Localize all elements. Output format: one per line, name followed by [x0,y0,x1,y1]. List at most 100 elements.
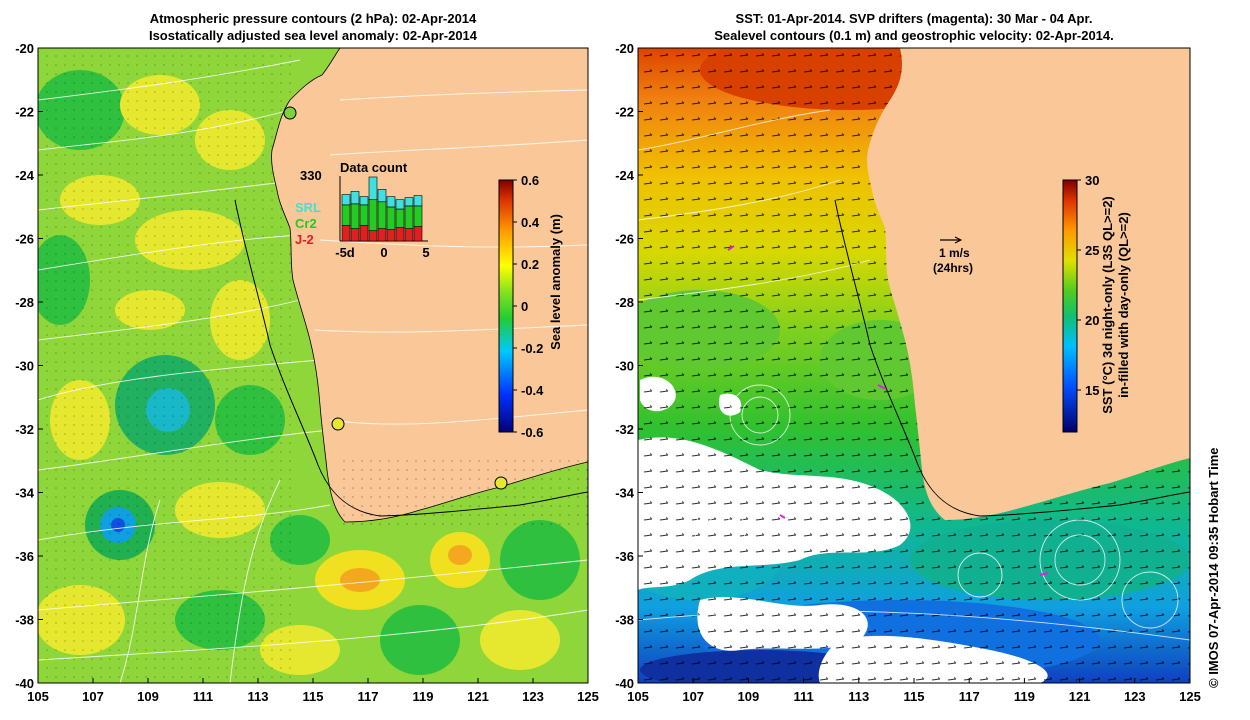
sst-colorbar-ticks: 30 25 20 15 [1077,173,1099,398]
right-map-title: SST: 01-Apr-2014. SVP drifters (magenta)… [638,10,1190,44]
inset-bar-j2 [413,226,423,242]
inset-bar-j2 [359,225,369,242]
inset-xtick: 5 [422,245,429,260]
velocity-scale-arrowhead [954,236,963,244]
left-axis-xtick-label: 107 [82,689,104,704]
right-axis-ytick-label: -28 [615,295,634,310]
right-axis-xtick-label: 121 [1069,689,1091,704]
right-axes: 105 107 109 111 113 115 117 119 121 123 125 -20 -22 -… [615,41,1201,704]
tide-gauge-marker [494,476,508,490]
sst-colorbar [1062,179,1078,433]
sealevel-contours [638,109,1190,641]
left-axis-ytick-label: -32 [15,422,34,437]
inset-bar-cr2 [413,205,423,227]
left-axis-xtick-label: 115 [303,689,324,704]
right-axis-xtick-label: 111 [793,689,813,704]
inset-bar-j2 [368,230,378,242]
inset-bar-cr2 [359,204,369,226]
left-axis-xtick-label: 125 [577,689,599,704]
data-count-inset: Data count 330 SRL Cr2 J-2 -5d 0 5 [295,160,430,260]
inset-bar-j2 [350,228,360,242]
sla-colorbar-tick-label: 0 [521,299,528,314]
sla-colorbar-tick-label: -0.4 [521,383,544,398]
left-axis-ytick-label: -24 [15,168,35,183]
sla-colorbar-tick-label: -0.6 [521,425,543,440]
left-axis-ytick-label: -34 [15,486,35,501]
right-axis-ytick-label: -32 [615,422,634,437]
right-axis-xtick-label: 109 [738,689,760,704]
right-title-line2: Sealevel contours (0.1 m) and geostrophi… [714,28,1114,43]
inset-max-label: 330 [300,168,322,183]
right-axis-ytick-label: -24 [615,168,635,183]
right-axis-ytick-label: -38 [615,613,634,628]
inset-bar-cr2 [395,208,405,228]
right-axis-ytick-label: -22 [615,105,634,120]
left-axis-xtick-label: 105 [27,689,49,704]
right-axis-xtick-label: 119 [1014,689,1035,704]
velocity-scale-label: 1 m/s [939,246,970,260]
right-axis-ytick-label: -40 [615,676,634,691]
sla-colorbar-tick-label: 0.2 [521,257,539,272]
inset-bar-srl [359,196,369,206]
inset-bar-srl [368,176,378,201]
inset-bar-srl [404,197,414,207]
coastal-dots [340,455,588,525]
right-map-area [638,48,1190,683]
sla-colorbar-ticks: 0.6 0.4 0.2 0 -0.2 -0.4 -0.6 [513,173,544,440]
right-axis-ytick-label: -36 [615,549,634,564]
inset-xtick: 0 [380,245,387,260]
inset-bar-srl [413,195,423,207]
sst-colorbar-label-1: SST (°C) 3d night-only (L3S QL>=2) [1100,196,1115,414]
right-axis-xtick-label: 115 [904,689,925,704]
left-axis-ytick-label: -20 [15,41,34,56]
right-axis-ytick-label: -34 [615,486,635,501]
sla-colorbar-label: Sea level anomaly (m) [548,214,563,350]
tide-gauge-marker [283,106,297,120]
left-title-line2: Isostatically adjusted sea level anomaly… [148,28,478,43]
left-axis-ytick-label: -22 [15,105,34,120]
right-axis-xtick-label: 123 [1124,689,1146,704]
inset-bar-cr2 [386,206,396,230]
sst-colorbar-tick-label: 15 [1085,383,1099,398]
left-axis-ytick-label: -26 [15,232,34,247]
left-title-line1: Atmospheric pressure contours (2 hPa): 0… [149,11,477,26]
sla-colorbar [498,179,514,433]
sst-colorbar-tick-label: 20 [1085,313,1099,328]
left-axis-xtick-label: 121 [467,689,489,704]
right-axis-xtick-label: 125 [1179,689,1201,704]
right-title-line1: SST: 01-Apr-2014. SVP drifters (magenta)… [735,11,1093,26]
right-axis-xtick-label: 113 [848,689,869,704]
right-axis-xtick-label: 107 [682,689,704,704]
legend-srl: SRL [295,200,321,215]
tide-gauge-marker [331,417,345,431]
inset-bar-cr2 [350,203,360,229]
inset-bar-cr2 [377,201,387,229]
inset-title: Data count [340,160,408,175]
inset-bar-j2 [377,228,387,242]
inset-xtick: -5d [335,245,355,260]
sla-colorbar-tick-label: -0.2 [521,341,543,356]
right-axis-ytick-label: -30 [615,359,634,374]
legend-cr2: Cr2 [295,216,317,231]
right-axis-ytick-label: -20 [615,41,634,56]
velocity-scale-sub: (24hrs) [933,261,973,275]
left-axis-xtick-label: 113 [248,689,269,704]
inset-bar-srl [395,199,405,210]
left-map-title: Atmospheric pressure contours (2 hPa): 0… [38,10,588,44]
left-axis-ytick-label: -38 [15,613,34,628]
inset-bar-j2 [395,227,405,242]
sst-colorbar-label-2: in-filled with day-only (QL>=2) [1116,212,1131,398]
svp-drifters [727,245,1049,576]
sst-colorbar-tick-label: 25 [1085,243,1099,258]
left-axis-xtick-label: 109 [137,689,159,704]
right-axis-xtick-label: 117 [959,689,980,704]
inset-bar-j2 [404,228,414,242]
left-axis-xtick-label: 117 [358,689,379,704]
left-axis-ytick-label: -36 [15,549,34,564]
inset-bar-srl [377,189,387,203]
inset-bar-j2 [386,229,396,242]
inset-bar-srl [386,196,396,208]
australia-land-right [867,48,1190,520]
left-axes: 105 107 109 111 113 115 117 119 121 123 125 -20 -22 -… [15,41,599,704]
